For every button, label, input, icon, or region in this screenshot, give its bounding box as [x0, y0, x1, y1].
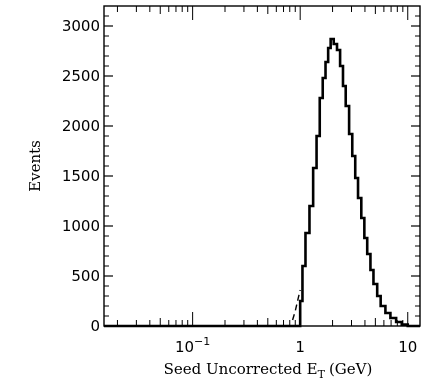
y-tick-label: 2500	[62, 67, 100, 85]
ticks-layer: 0 500 1000 1500 2000 2500 3000 10−1 1 10	[62, 6, 420, 356]
series-layer	[104, 37, 420, 328]
x-tick-label: 1	[295, 338, 305, 356]
plot-frame	[103, 5, 421, 327]
y-tick-label: 1000	[62, 217, 100, 235]
x-axis-label-subscript: T	[318, 368, 326, 381]
dashed-series-line	[291, 289, 301, 321]
y-tick-label: 3000	[62, 17, 100, 35]
histogram-step-line	[104, 37, 420, 328]
y-tick-label: 1500	[62, 167, 100, 185]
y-axis-label: Events	[26, 140, 44, 192]
x-axis-label: Seed Uncorrected ET (GeV)	[164, 360, 373, 381]
x-axis-label-main: Seed Uncorrected E	[164, 360, 318, 378]
y-tick-label: 2000	[62, 117, 100, 135]
x-tick-label: 10−1	[175, 335, 210, 356]
x-tick-label: 10	[398, 338, 417, 356]
y-tick-label: 0	[90, 317, 100, 335]
y-tick-label: 500	[71, 267, 100, 285]
x-axis-label-unit: (GeV)	[329, 360, 372, 378]
